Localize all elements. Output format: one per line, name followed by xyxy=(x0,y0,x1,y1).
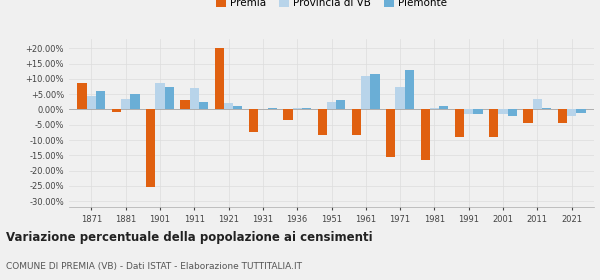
Bar xyxy=(146,109,155,187)
Bar xyxy=(421,109,430,160)
Bar xyxy=(224,103,233,109)
Bar xyxy=(352,109,361,136)
Bar xyxy=(302,108,311,109)
Bar xyxy=(395,87,405,109)
Bar xyxy=(249,109,258,132)
Bar xyxy=(558,109,567,123)
Bar xyxy=(489,109,499,137)
Bar xyxy=(155,83,164,109)
Bar xyxy=(473,109,482,114)
Bar xyxy=(370,74,380,109)
Bar xyxy=(96,91,105,109)
Text: COMUNE DI PREMIA (VB) - Dati ISTAT - Elaborazione TUTTITALIA.IT: COMUNE DI PREMIA (VB) - Dati ISTAT - Ela… xyxy=(6,262,302,271)
Bar xyxy=(386,109,395,157)
Bar xyxy=(508,109,517,116)
Bar xyxy=(199,102,208,109)
Bar xyxy=(499,109,508,114)
Bar xyxy=(439,106,448,109)
Bar xyxy=(215,48,224,109)
Bar xyxy=(455,109,464,137)
Bar xyxy=(567,109,577,116)
Bar xyxy=(283,109,293,120)
Bar xyxy=(190,88,199,109)
Bar xyxy=(181,100,190,109)
Bar xyxy=(523,109,533,123)
Bar xyxy=(112,109,121,112)
Bar xyxy=(293,108,302,109)
Bar xyxy=(405,70,414,109)
Bar xyxy=(464,109,473,114)
Bar xyxy=(268,108,277,109)
Bar xyxy=(121,99,130,109)
Bar xyxy=(336,100,346,109)
Bar xyxy=(533,99,542,109)
Text: Variazione percentuale della popolazione ai censimenti: Variazione percentuale della popolazione… xyxy=(6,231,373,244)
Bar xyxy=(542,108,551,109)
Bar xyxy=(317,109,327,136)
Bar xyxy=(164,87,174,109)
Bar xyxy=(430,108,439,109)
Bar xyxy=(361,76,370,109)
Bar xyxy=(86,96,96,109)
Bar xyxy=(130,94,140,109)
Legend: Premia, Provincia di VB, Piemonte: Premia, Provincia di VB, Piemonte xyxy=(215,0,448,8)
Bar xyxy=(233,106,242,109)
Bar xyxy=(77,83,86,109)
Bar xyxy=(577,109,586,113)
Bar xyxy=(327,102,336,109)
